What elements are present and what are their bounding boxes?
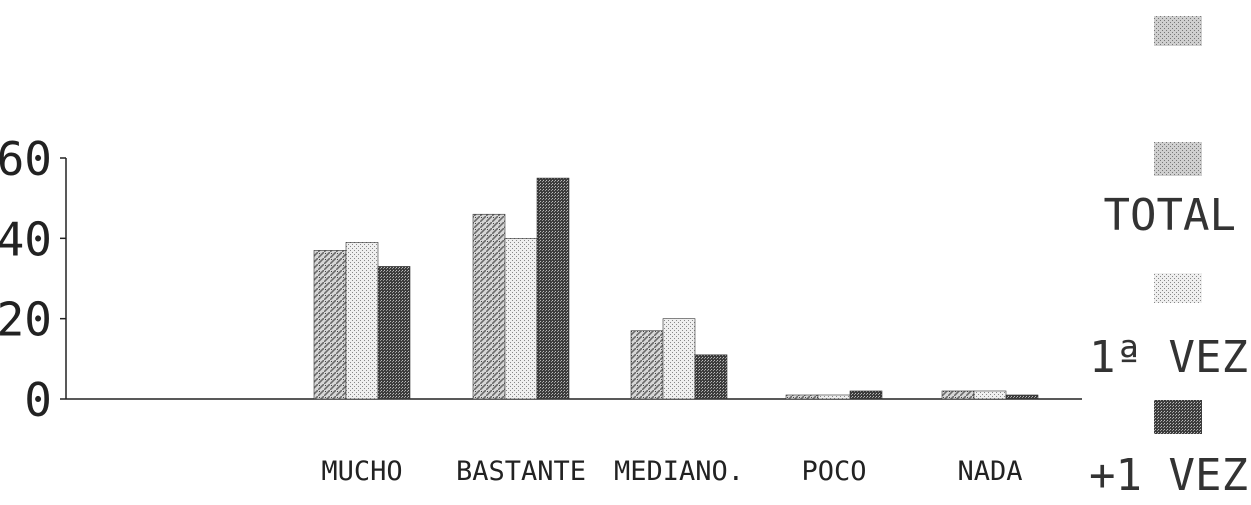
- category-labels: MUCHO BASTANTE MEDIANO. POCO NADA: [321, 456, 1022, 487]
- bar: [345, 242, 379, 400]
- bar: [817, 394, 851, 400]
- bar: [1005, 394, 1039, 400]
- bar: [536, 177, 570, 400]
- bar: [630, 330, 664, 400]
- legend-swatch-primera: [1154, 273, 1202, 303]
- bar: [313, 250, 347, 400]
- category-label: POCO: [801, 456, 866, 487]
- y-tick-label: 0: [24, 373, 52, 427]
- legend: TOTAL 1ª VEZ +1 VEZ: [1089, 16, 1248, 501]
- category-label: BASTANTE: [456, 456, 586, 487]
- y-tick-label: 20: [0, 293, 52, 347]
- category-label: MEDIANO.: [614, 456, 744, 487]
- legend-label-total: TOTAL: [1104, 190, 1236, 241]
- bar: [785, 394, 819, 400]
- bar: [849, 390, 883, 400]
- legend-label-mas-de-una-vez: +1 VEZ: [1089, 450, 1248, 501]
- legend-swatch-unlabeled-2: [1154, 142, 1202, 176]
- bar: [694, 354, 728, 400]
- bar: [377, 266, 411, 400]
- bars: [313, 177, 1039, 400]
- legend-swatch-mas-de-una: [1154, 400, 1202, 434]
- y-tick-label: 60: [0, 132, 52, 186]
- bar: [973, 390, 1007, 400]
- y-tick-label: 40: [0, 212, 52, 266]
- legend-label-primera-vez: 1ª VEZ: [1089, 332, 1248, 383]
- legend-swatch-unlabeled-1: [1154, 16, 1202, 46]
- y-ticks: 0 20 40 60: [0, 132, 66, 427]
- category-label: NADA: [957, 456, 1022, 487]
- bar: [662, 318, 696, 400]
- category-label: MUCHO: [321, 456, 402, 487]
- bar: [504, 238, 538, 400]
- bar: [941, 390, 975, 400]
- bar: [472, 213, 506, 400]
